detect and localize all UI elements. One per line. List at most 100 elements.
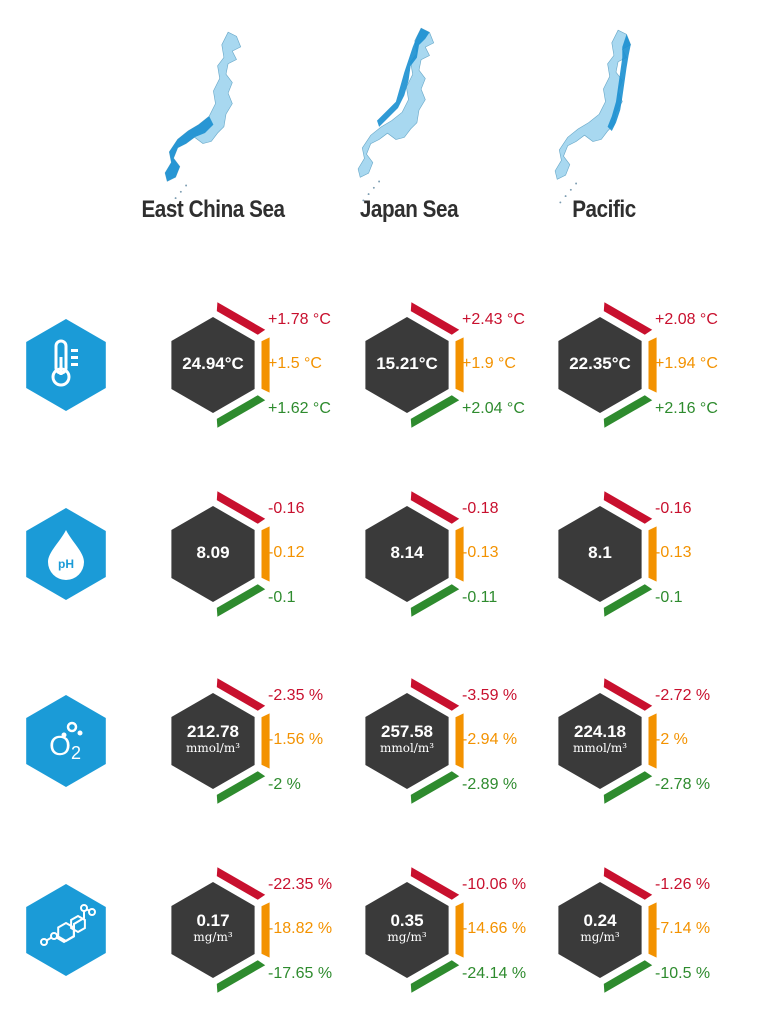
cell-value: 0.17 mg/m³ xyxy=(168,912,258,943)
high-scenario-bar xyxy=(216,491,266,524)
low-scenario-delta: -2.78 % xyxy=(655,776,711,793)
high-scenario-delta: -0.18 xyxy=(462,500,499,517)
region-name-1: East China Sea xyxy=(141,196,285,223)
low-scenario-delta: -17.65 % xyxy=(268,965,333,982)
low-scenario-delta: -10.5 % xyxy=(655,965,711,982)
low-scenario-delta: -0.11 xyxy=(462,589,498,606)
cell-value-text: 15.21°C xyxy=(376,354,438,373)
mid-scenario-delta: -7.14 % xyxy=(655,920,711,937)
value-hexagon xyxy=(171,693,255,789)
mid-scenario-delta: -0.13 xyxy=(462,544,499,561)
high-scenario-bar xyxy=(603,491,653,524)
low-scenario-delta: -24.14 % xyxy=(462,965,527,982)
high-scenario-bar xyxy=(603,867,653,900)
mid-scenario-bar xyxy=(455,526,464,582)
high-scenario-bar xyxy=(410,678,460,711)
cell-value: 224.18 mmol/m³ xyxy=(555,723,645,754)
high-scenario-delta: -3.59 % xyxy=(462,687,518,704)
low-scenario-bar xyxy=(216,395,266,428)
cell-value-text: 8.14 xyxy=(390,543,424,562)
cell-value-text: 8.1 xyxy=(588,543,612,562)
cell-value-text: 0.24 xyxy=(583,911,617,930)
value-hexagon xyxy=(365,882,449,978)
cell-value: 15.21°C xyxy=(362,355,452,372)
low-scenario-delta: -0.1 xyxy=(655,589,683,606)
high-scenario-bar xyxy=(410,867,460,900)
cell-value: 212.78 mmol/m³ xyxy=(168,723,258,754)
mid-scenario-bar xyxy=(261,713,270,769)
cell-unit: mg/m³ xyxy=(387,930,427,944)
high-scenario-bar xyxy=(603,302,653,335)
cell-unit: mmol/m³ xyxy=(379,741,435,755)
cell-value-text: 257.58 xyxy=(381,722,433,741)
mid-scenario-delta: -14.66 % xyxy=(462,920,527,937)
mid-scenario-delta: -2.94 % xyxy=(462,731,518,748)
mid-scenario-delta: +1.94 °C xyxy=(655,355,718,372)
low-scenario-bar xyxy=(410,960,460,993)
low-scenario-delta: +2.04 °C xyxy=(462,400,525,417)
mid-scenario-delta: -18.82 % xyxy=(268,920,333,937)
high-scenario-bar xyxy=(410,302,460,335)
high-scenario-bar xyxy=(216,867,266,900)
thermometer-icon xyxy=(26,319,106,411)
mid-scenario-bar xyxy=(648,713,657,769)
cell-value: 8.14 xyxy=(362,544,452,561)
cell-value: 22.35°C xyxy=(555,355,645,372)
mid-scenario-bar xyxy=(261,337,270,393)
value-hexagon xyxy=(558,882,642,978)
mid-scenario-bar xyxy=(455,337,464,393)
mid-scenario-delta: -0.12 xyxy=(268,544,305,561)
oxygen-subscript: 2 xyxy=(71,743,81,763)
ph-drop-icon: pH xyxy=(26,508,106,600)
high-scenario-delta: -10.06 % xyxy=(462,876,527,893)
mid-scenario-bar xyxy=(261,526,270,582)
value-hexagon xyxy=(558,693,642,789)
cell-unit: mg/m³ xyxy=(580,930,620,944)
high-scenario-bar xyxy=(410,491,460,524)
cell-value: 257.58 mmol/m³ xyxy=(362,723,452,754)
mid-scenario-bar xyxy=(261,902,270,958)
mid-scenario-bar xyxy=(648,902,657,958)
cell-value: 8.09 xyxy=(168,544,258,561)
mid-scenario-delta: -0.13 xyxy=(655,544,692,561)
low-scenario-bar xyxy=(603,960,653,993)
cell-value-text: 24.94°C xyxy=(182,354,244,373)
oxygen-letter: O xyxy=(49,730,71,761)
japan-map-1 xyxy=(164,31,242,206)
cell-value: 8.1 xyxy=(555,544,645,561)
value-hexagon xyxy=(365,506,449,602)
low-scenario-bar xyxy=(603,395,653,428)
high-scenario-bar xyxy=(216,678,266,711)
high-scenario-delta: +2.08 °C xyxy=(655,311,718,328)
low-scenario-bar xyxy=(216,771,266,804)
ph-label: pH xyxy=(58,557,74,571)
cell-unit: mmol/m³ xyxy=(185,741,241,755)
mid-scenario-delta: +1.5 °C xyxy=(268,355,322,372)
value-hexagon xyxy=(171,317,255,413)
mid-scenario-delta: -1.56 % xyxy=(268,731,324,748)
cell-unit: mg/m³ xyxy=(193,930,233,944)
high-scenario-delta: +1.78 °C xyxy=(268,311,331,328)
cell-value-text: 212.78 xyxy=(187,722,239,741)
cell-value-text: 0.17 xyxy=(196,911,230,930)
high-scenario-delta: -1.26 % xyxy=(655,876,711,893)
high-scenario-delta: -2.72 % xyxy=(655,687,711,704)
mid-scenario-bar xyxy=(455,902,464,958)
cell-value-text: 22.35°C xyxy=(569,354,631,373)
japan-map-2 xyxy=(357,27,435,202)
low-scenario-delta: +2.16 °C xyxy=(655,400,718,417)
high-scenario-delta: -22.35 % xyxy=(268,876,333,893)
region-name-2: Japan Sea xyxy=(359,196,459,223)
mid-scenario-bar xyxy=(648,337,657,393)
high-scenario-delta: -0.16 xyxy=(268,500,305,517)
low-scenario-delta: +1.62 °C xyxy=(268,400,331,417)
cell-unit: mmol/m³ xyxy=(572,741,628,755)
cell-value-text: 0.35 xyxy=(390,911,424,930)
low-scenario-delta: -2.89 % xyxy=(462,776,518,793)
low-scenario-delta: -0.1 xyxy=(268,589,296,606)
value-hexagon xyxy=(365,693,449,789)
value-hexagon xyxy=(365,317,449,413)
mid-scenario-bar xyxy=(455,713,464,769)
